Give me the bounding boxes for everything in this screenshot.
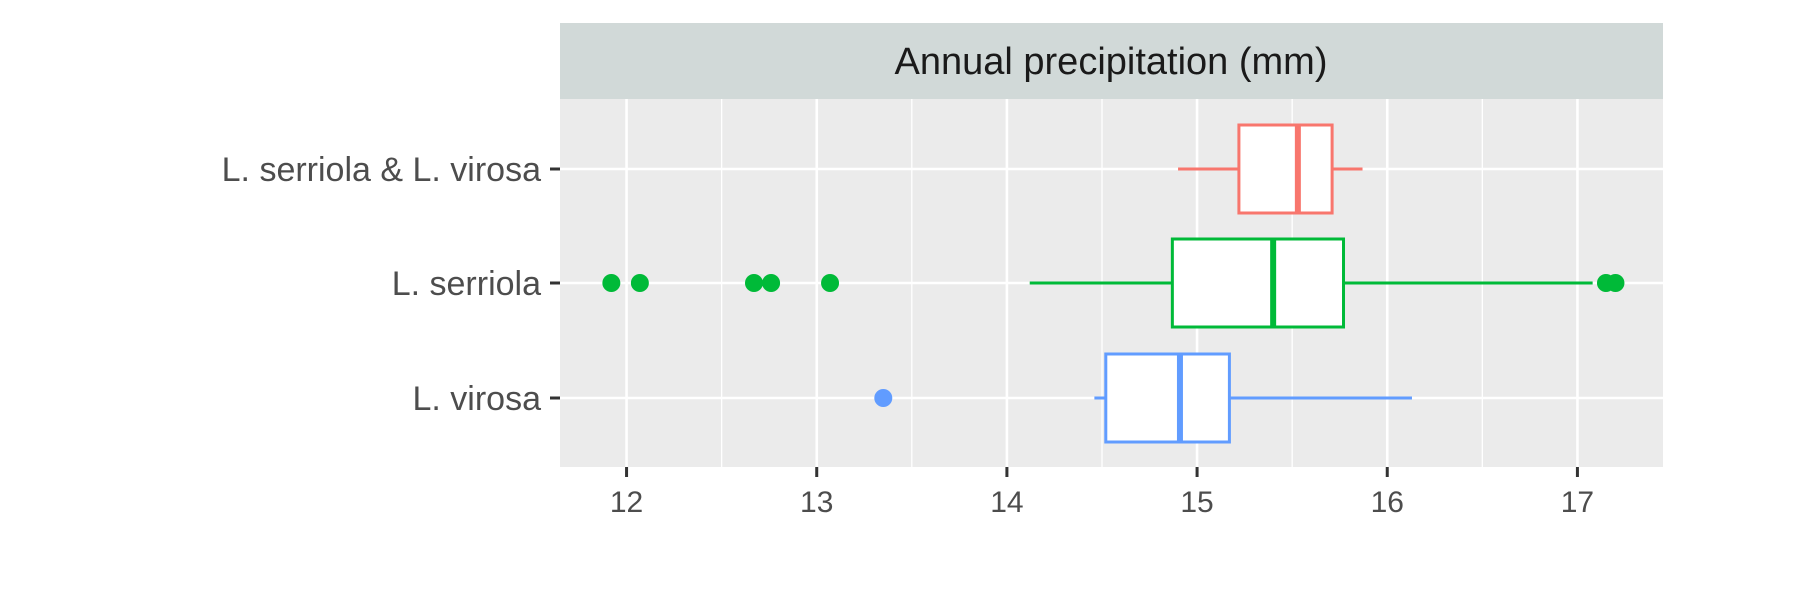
y-axis: L. serriola & L. virosa L. serriola L. vir… [222,151,560,418]
boxplot-1 [1178,123,1363,215]
x-tick-label: 16 [1371,486,1404,519]
outlier-point [630,274,649,292]
boxplot-3 [874,352,1412,444]
box [1237,123,1334,215]
outlier-point [744,274,763,292]
outlier-point [762,274,781,292]
box [1104,352,1231,444]
strip-background [560,23,1663,99]
category-label: L. serriola & L. virosa [222,151,541,189]
x-tick-label: 15 [1180,486,1213,519]
outlier-point [821,274,840,292]
box [1170,237,1346,329]
x-tick-label: 12 [610,486,643,519]
category-label: L. serriola [392,265,541,303]
boxplot-2 [602,237,1625,329]
outlier-point [874,389,893,407]
x-tick-label: 17 [1561,486,1594,519]
x-tick-label: 13 [800,486,833,519]
boxplots [602,123,1625,444]
strip-title: Annual precipitation (mm) [895,41,1328,83]
outlier-point [1606,274,1625,292]
outlier-point [602,274,621,292]
x-tick-label: 14 [990,486,1023,519]
x-axis: 12 13 14 15 16 17 [610,467,1594,519]
category-label: L. virosa [413,380,542,418]
